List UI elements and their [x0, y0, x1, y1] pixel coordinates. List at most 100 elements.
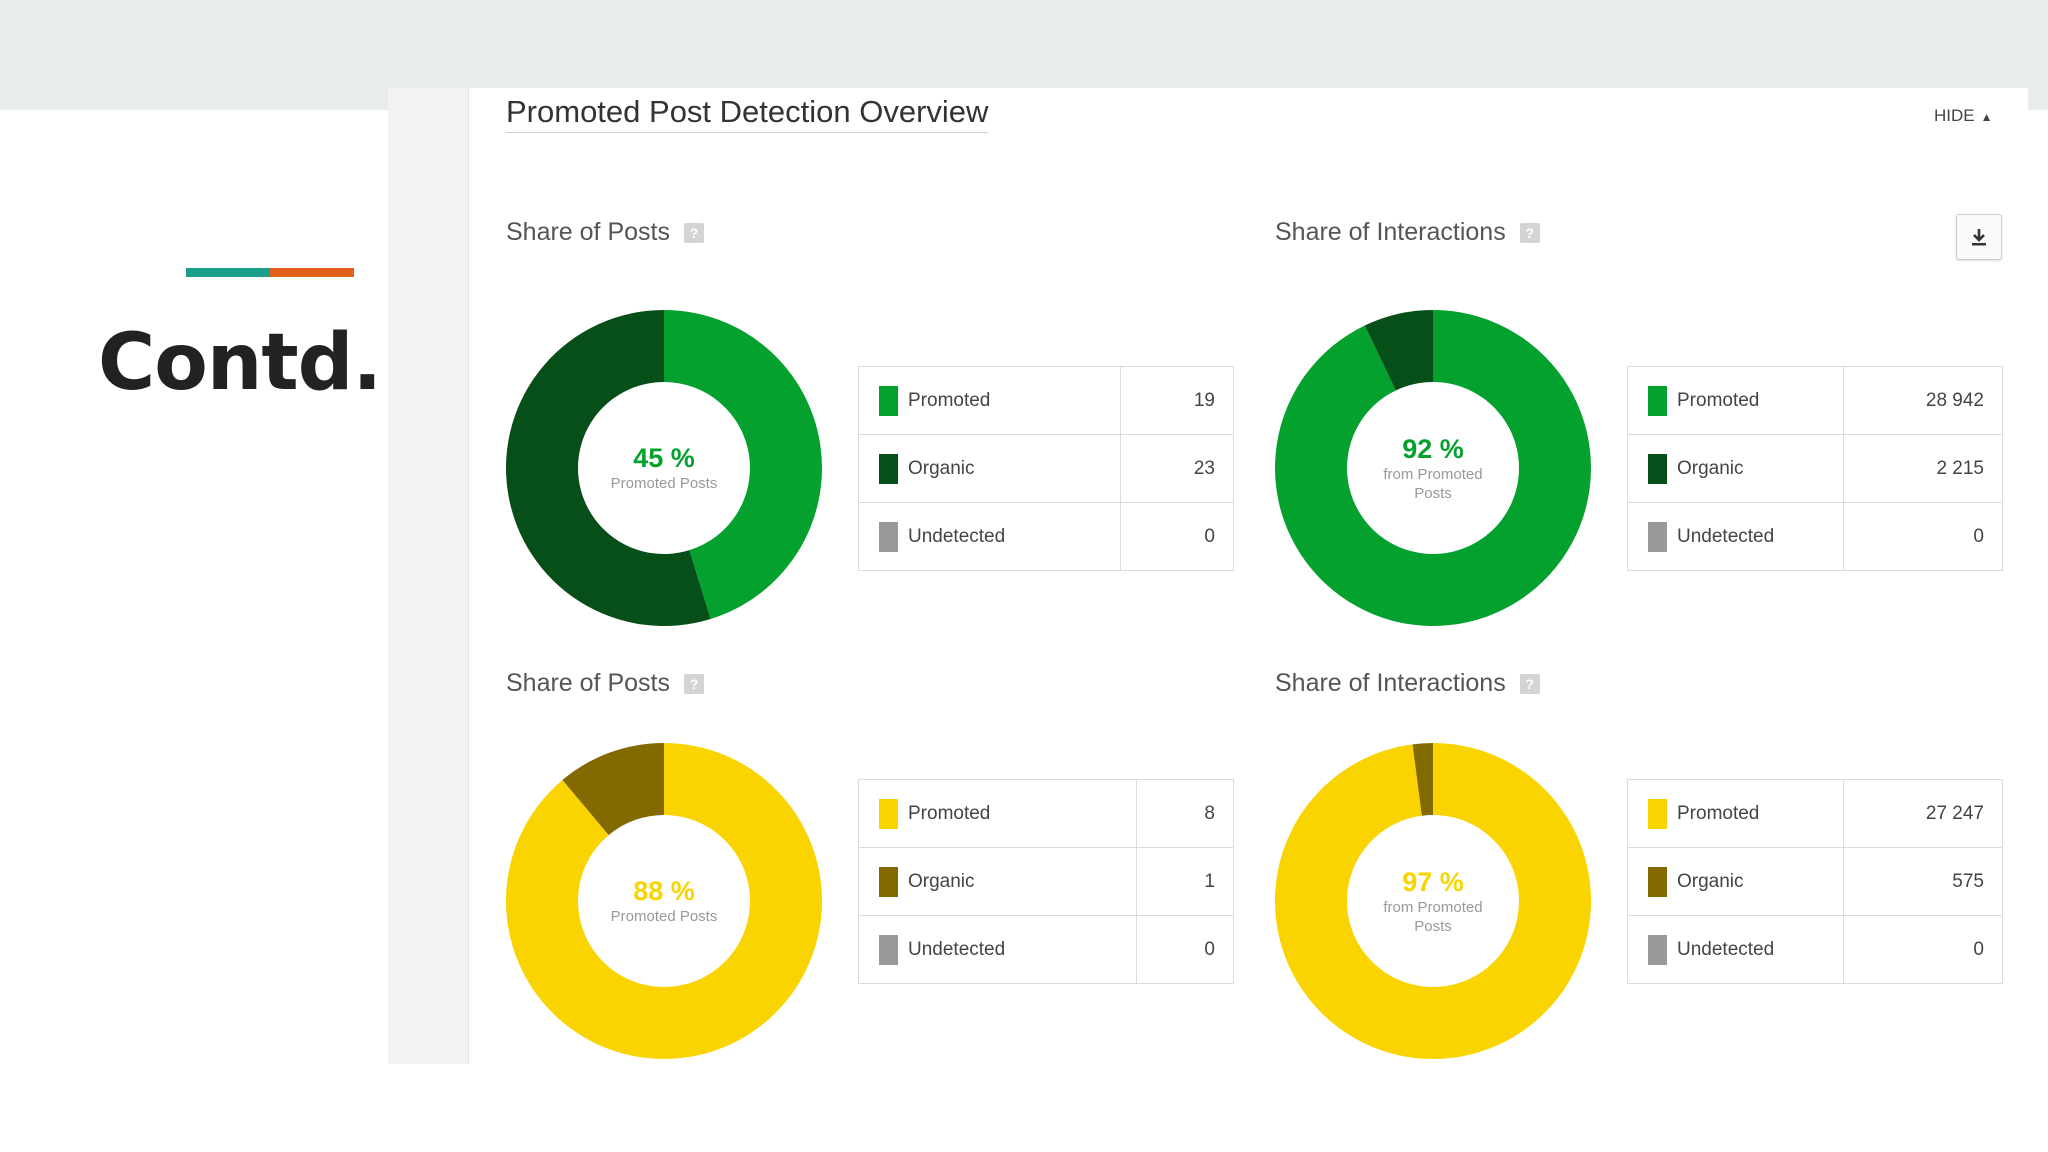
percent-subtitle: Promoted Posts	[610, 908, 718, 925]
section-title-text: Share of Posts	[506, 669, 670, 697]
donut-slice-promoted	[1275, 743, 1591, 1059]
legend-label: Undetected	[908, 938, 1006, 960]
percent-value: 45 %	[633, 443, 695, 473]
swatch-promoted	[879, 798, 898, 829]
donut-svg	[1275, 310, 1591, 626]
legend-value: 8	[1136, 779, 1234, 848]
legend-label: Organic	[1677, 457, 1744, 479]
help-icon[interactable]: ?	[1519, 222, 1540, 243]
percent-subtitle: Promoted Posts	[610, 475, 718, 492]
section-title-interactions: Share of Interactions ?	[1275, 669, 1540, 698]
section-title-text: Share of Interactions	[1275, 218, 1506, 246]
legend-row-undetected: Undetected 0	[858, 502, 1234, 571]
legend-row-organic: Organic 2 215	[1627, 434, 2003, 503]
legend-value: 23	[1120, 434, 1234, 503]
swatch-promoted	[1648, 385, 1667, 416]
legend-row-undetected: Undetected 0	[1627, 502, 2003, 571]
legend-label: Promoted	[1677, 389, 1760, 411]
legend-table: Promoted 8 Organic 1 Undetected 0	[858, 779, 1234, 984]
percent-value: 88 %	[633, 876, 695, 906]
dashboard-sidebar	[388, 88, 469, 1064]
legend-row-undetected: Undetected 0	[858, 915, 1234, 984]
legend-label: Organic	[1677, 870, 1744, 892]
percent-value: 97 %	[1402, 866, 1464, 897]
accent-orange	[270, 268, 354, 277]
legend-value: 0	[1843, 502, 2003, 571]
legend-row-organic: Organic 23	[858, 434, 1234, 503]
legend-row-promoted: Promoted 8	[859, 779, 1234, 848]
donut-center: 45 % Promoted Posts	[506, 310, 822, 626]
legend-label: Organic	[908, 870, 975, 892]
dashboard-screenshot: Promoted Post Detection Overview HIDE ▲ S…	[388, 88, 2028, 1064]
section-title-interactions: Share of Interactions ?	[1275, 218, 1540, 247]
legend-row-undetected: Undetected 0	[1627, 915, 2003, 984]
swatch-undetected	[879, 521, 898, 552]
donut-center: 92 % from Promoted Posts	[1275, 310, 1591, 626]
donut-slice-promoted	[505, 743, 822, 1059]
accent-teal	[186, 268, 270, 277]
donut-chart: 88 % Promoted Posts	[505, 743, 822, 1059]
legend-value: 28 942	[1843, 366, 2003, 435]
download-icon	[1972, 229, 1986, 246]
donut-chart: 97 % from Promoted Posts	[1275, 743, 1591, 1059]
swatch-organic	[1648, 866, 1667, 897]
swatch-undetected	[1648, 521, 1667, 552]
donut-chart: 92 % from Promoted Posts	[1275, 310, 1591, 626]
donut-svg	[506, 310, 822, 626]
donut-svg	[505, 743, 822, 1059]
legend-row-organic: Organic 575	[1627, 847, 2003, 916]
section-title-text: Share of Posts	[506, 218, 670, 246]
hide-label: HIDE	[1934, 106, 1975, 125]
legend-row-promoted: Promoted 27 247	[1628, 779, 2003, 848]
swatch-promoted	[1648, 798, 1667, 829]
donut-svg	[1275, 743, 1591, 1059]
section-title-text: Share of Interactions	[1275, 669, 1506, 697]
legend-label: Undetected	[1677, 525, 1775, 547]
donut-slice-organic	[562, 743, 664, 836]
help-icon[interactable]: ?	[683, 222, 704, 243]
download-button[interactable]	[1956, 214, 2002, 260]
section-title-posts: Share of Posts ?	[506, 218, 704, 247]
donut-slice-promoted	[1275, 310, 1591, 626]
legend-label: Promoted	[908, 389, 991, 411]
percent-subtitle: from Promoted Posts	[1383, 898, 1483, 935]
legend-table: Promoted 28 942 Organic 2 215 Undetected…	[1627, 366, 2003, 571]
legend-value: 0	[1843, 915, 2003, 984]
legend-label: Promoted	[1677, 802, 1760, 824]
swatch-organic	[1648, 453, 1667, 484]
swatch-undetected	[1648, 934, 1667, 965]
accent-line	[186, 268, 354, 277]
legend-value: 575	[1843, 847, 2003, 916]
help-icon[interactable]: ?	[683, 673, 704, 694]
legend-label: Undetected	[1677, 938, 1775, 960]
donut-center: 97 % from Promoted Posts	[1275, 743, 1591, 1059]
percent-value: 92 %	[1402, 433, 1464, 464]
swatch-organic	[879, 866, 898, 897]
swatch-promoted	[879, 385, 898, 416]
legend-row-promoted: Promoted 28 942	[1628, 366, 2003, 435]
legend-row-promoted: Promoted 19	[859, 366, 1234, 435]
legend-table: Promoted 19 Organic 23 Undetected 0	[858, 366, 1234, 571]
help-icon[interactable]: ?	[1519, 673, 1540, 694]
donut-center: 88 % Promoted Posts	[506, 743, 822, 1059]
section-title-posts: Share of Posts ?	[506, 669, 704, 698]
legend-table: Promoted 27 247 Organic 575 Undetected 0	[1627, 779, 2003, 984]
percent-subtitle: from Promoted Posts	[1383, 465, 1483, 502]
legend-label: Organic	[908, 457, 975, 479]
caret-up-icon: ▲	[1980, 110, 1993, 124]
donut-slice-organic	[506, 310, 711, 626]
legend-value: 1	[1136, 847, 1234, 916]
legend-value: 0	[1136, 915, 1234, 984]
legend-value: 27 247	[1843, 779, 2003, 848]
hide-toggle[interactable]: HIDE ▲	[1934, 106, 1993, 126]
donut-slice-organic	[1412, 743, 1433, 816]
legend-value: 0	[1120, 502, 1234, 571]
legend-value: 19	[1120, 366, 1234, 435]
legend-label: Undetected	[908, 525, 1006, 547]
donut-chart: 45 % Promoted Posts	[506, 310, 822, 626]
legend-label: Promoted	[908, 802, 991, 824]
legend-value: 2 215	[1843, 434, 2003, 503]
donut-slice-organic	[1364, 310, 1433, 391]
swatch-undetected	[879, 934, 898, 965]
legend-row-organic: Organic 1	[858, 847, 1234, 916]
